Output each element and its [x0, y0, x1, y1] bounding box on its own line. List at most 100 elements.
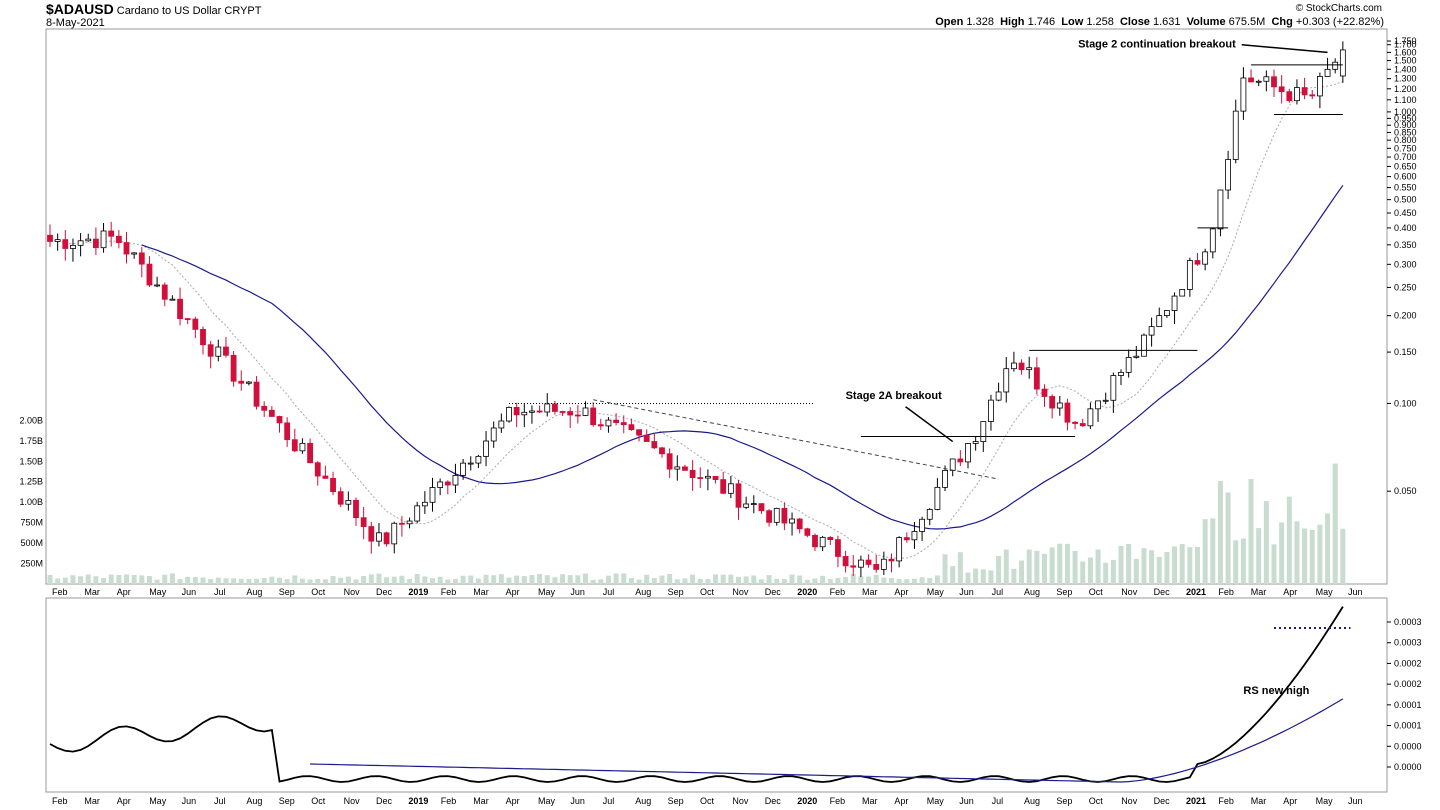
candle-body [995, 391, 1002, 401]
volume-bar [70, 575, 76, 584]
candle-body [353, 500, 359, 519]
price-x-label: Jun [1348, 587, 1363, 597]
candle-body [314, 462, 321, 477]
candle-body [1309, 94, 1316, 97]
copyright: © StockCharts.com [1295, 3, 1382, 14]
price-x-label: Dec [765, 587, 782, 597]
candle-body [47, 234, 53, 242]
price-x-label: 2019 [408, 587, 428, 597]
volume-bar [1110, 559, 1116, 584]
volume-bar [208, 578, 214, 584]
candle-body [888, 558, 895, 562]
candle-body [1179, 289, 1186, 297]
volume-bar [277, 577, 282, 584]
volume-bar [307, 579, 313, 584]
volume-bar [1057, 543, 1063, 584]
candle-body [284, 422, 291, 441]
candle-body [896, 537, 903, 562]
rs-x-label: Jul [992, 796, 1004, 806]
candle-body [406, 520, 413, 525]
candle-body [812, 534, 818, 548]
volume-bar [1202, 519, 1208, 584]
rs-x-label: Feb [830, 796, 846, 806]
annotation-stage-2a: Stage 2A breakout [846, 390, 943, 402]
candle-body [483, 440, 489, 457]
volume-bar [1080, 561, 1086, 584]
price-x-label: Jun [959, 587, 974, 597]
candle-body [1056, 402, 1063, 409]
volume-bar [452, 579, 458, 584]
rs-axis-label: 0.0002 [1394, 679, 1422, 689]
rs-x-label: Apr [894, 796, 908, 806]
candle-body [207, 344, 214, 357]
candle-body [850, 565, 857, 568]
volume-bar [1011, 568, 1017, 584]
candle-body [865, 559, 872, 565]
rs-x-label: Mar [84, 796, 100, 806]
candle-body [1186, 260, 1193, 290]
price-x-label: Jun [570, 587, 585, 597]
low-label: Low [1061, 16, 1084, 28]
rs-x-label: Apr [117, 796, 131, 806]
rs-x-label: Dec [376, 796, 393, 806]
volume-bar [200, 577, 206, 584]
open-value: 1.328 [966, 16, 994, 28]
volume-bar [988, 570, 994, 584]
candle-body [506, 407, 512, 422]
high-value: 1.746 [1027, 16, 1056, 28]
candle-body [628, 424, 635, 431]
volume-bar [460, 575, 466, 584]
candle-body [146, 263, 153, 286]
volume-bar [361, 575, 367, 584]
volume-axis-label: 1.50B [19, 456, 43, 466]
volume-axis-label: 1.00B [19, 497, 43, 507]
ma-slow-line [141, 184, 1344, 530]
volume-bar [169, 573, 175, 584]
candle-body [1133, 355, 1140, 358]
volume-bar [1026, 549, 1032, 584]
candle-body [674, 466, 681, 470]
candle-body [1003, 368, 1010, 393]
rs-x-label: May [149, 796, 167, 806]
volume-bar [942, 554, 948, 584]
volume-bar [544, 575, 550, 584]
candle-body [529, 410, 535, 413]
candle-body [215, 346, 222, 357]
candle-body [827, 536, 834, 540]
rs-panel-frame [45, 597, 1388, 793]
volume-bar [85, 574, 91, 584]
volume-bar [238, 578, 244, 584]
candle-body [307, 442, 314, 464]
candle-body [1026, 367, 1033, 371]
candle-body [605, 419, 612, 427]
rs-x-label: May [1316, 796, 1334, 806]
candle-body [138, 252, 145, 265]
rs-axis-label: 0.0000 [1394, 762, 1422, 772]
candle-body [552, 403, 558, 412]
volume-bar [927, 578, 933, 584]
rs-x-label: Nov [344, 796, 361, 806]
chg-value: +0.303 (+22.82%) [1295, 16, 1384, 28]
price-x-label: Mar [862, 587, 878, 597]
price-x-label: Nov [1121, 587, 1138, 597]
volume-bar [881, 577, 887, 584]
price-x-label: Dec [1154, 587, 1171, 597]
volume-bar [1003, 549, 1009, 584]
candle-body [1240, 77, 1247, 112]
volume-bar [583, 573, 588, 584]
volume-bar [1042, 553, 1047, 584]
rs-x-label: Sep [1056, 796, 1072, 806]
price-x-label: Nov [732, 587, 749, 597]
candle-body [773, 507, 780, 523]
rs-x-label: 2021 [1186, 796, 1206, 806]
high-label: High [1000, 16, 1025, 28]
price-axis-label: 0.700 [1394, 152, 1417, 162]
volume-bar [116, 574, 122, 584]
rs-x-label: Aug [1024, 796, 1040, 806]
price-x-label: Feb [830, 587, 846, 597]
candle-body [819, 536, 826, 548]
rs-x-label: Apr [506, 796, 520, 806]
symbol: $ADAUSD [46, 1, 114, 17]
candle-body [544, 403, 551, 413]
volume-bar [223, 578, 229, 584]
